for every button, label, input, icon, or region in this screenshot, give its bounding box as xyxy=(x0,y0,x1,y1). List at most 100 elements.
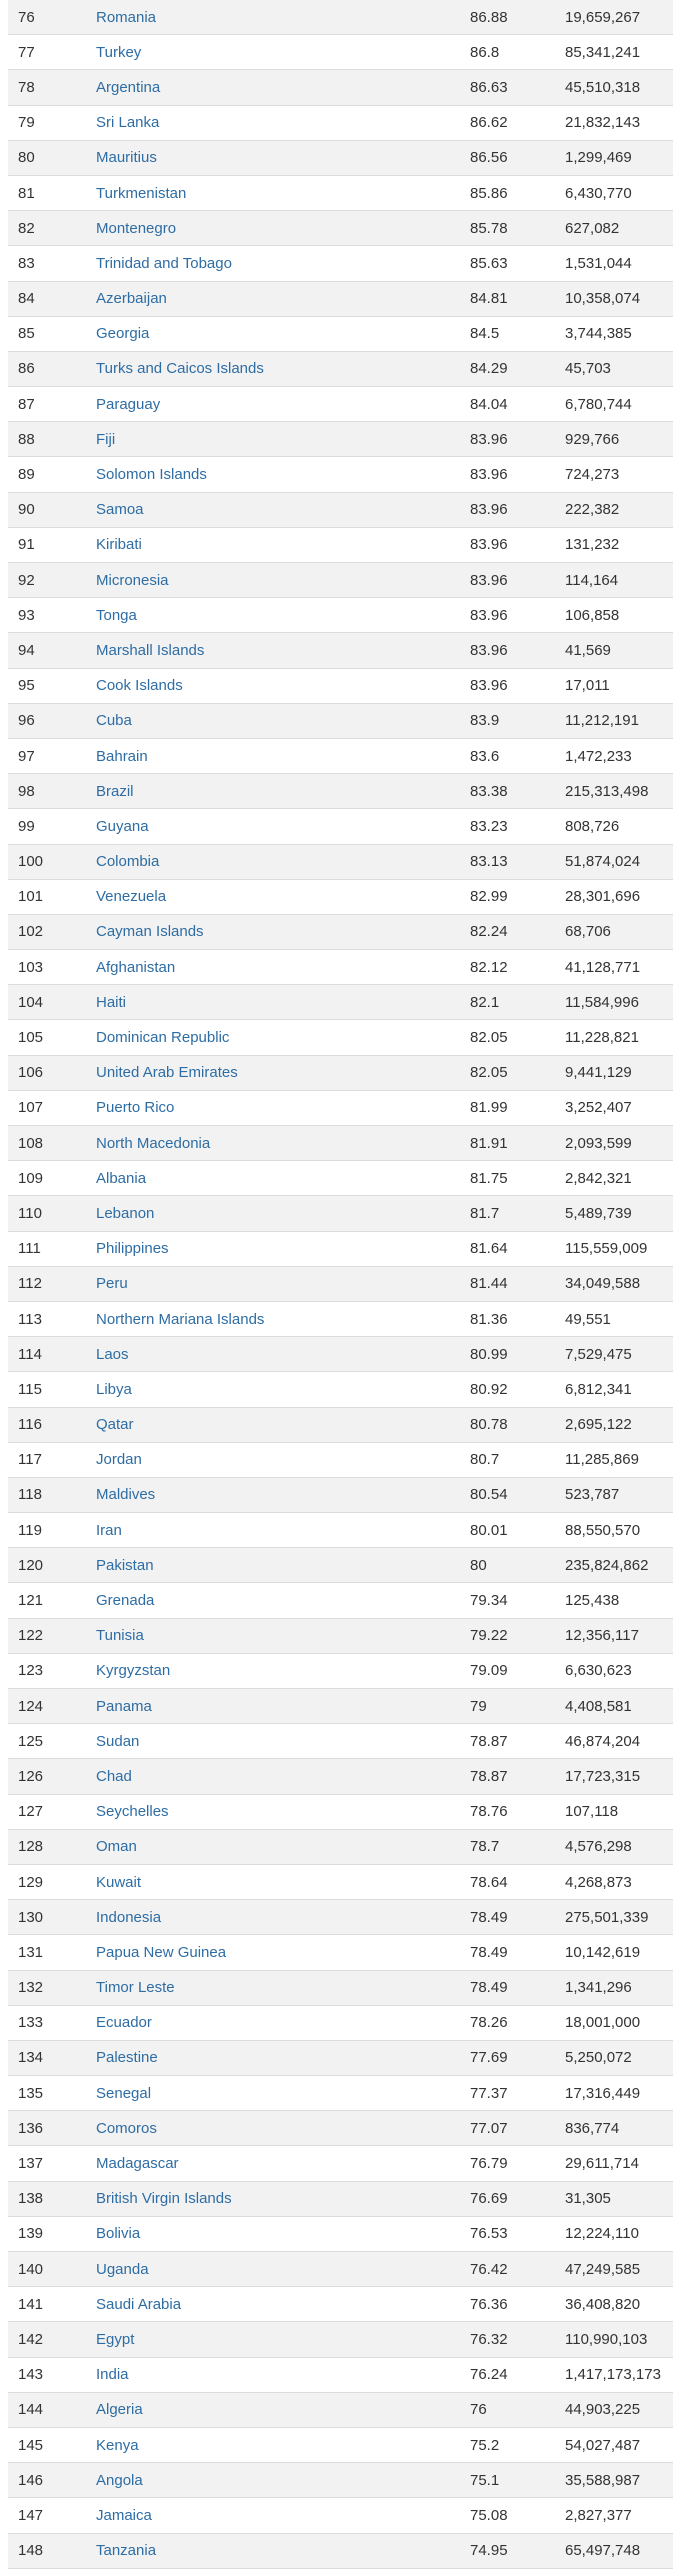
country-link[interactable]: North Macedonia xyxy=(96,1134,211,1152)
population-cell: 107,118 xyxy=(565,1803,619,1821)
population-cell: 17,011 xyxy=(565,677,610,695)
country-link[interactable]: Panama xyxy=(96,1697,152,1715)
country-link[interactable]: Solomon Islands xyxy=(96,466,207,484)
country-link[interactable]: Cuba xyxy=(96,712,132,730)
country-link[interactable]: Saudi Arabia xyxy=(96,2295,182,2313)
country-link[interactable]: Palestine xyxy=(96,2049,158,2067)
country-link[interactable]: Ecuador xyxy=(96,2014,152,2032)
country-link[interactable]: Jordan xyxy=(96,1451,142,1469)
rank-cell: 103 xyxy=(18,958,44,976)
country-link[interactable]: Guyana xyxy=(96,817,149,835)
country-link[interactable]: Indonesia xyxy=(96,1908,162,1926)
country-link[interactable]: Senegal xyxy=(96,2084,152,2102)
country-link[interactable]: Algeria xyxy=(96,2401,143,2419)
population-cell: 11,212,191 xyxy=(565,712,639,730)
country-link[interactable]: Mauritius xyxy=(96,149,157,167)
population-cell: 11,285,869 xyxy=(565,1451,639,1469)
country-link[interactable]: Samoa xyxy=(96,501,144,519)
score-cell: 81.7 xyxy=(470,1204,500,1222)
country-link[interactable]: Jamaica xyxy=(96,2506,152,2524)
country-link[interactable]: Oman xyxy=(96,1838,137,1856)
country-link[interactable]: Grenada xyxy=(96,1592,155,1610)
country-link[interactable]: Turkmenistan xyxy=(96,184,187,202)
country-link[interactable]: United Arab Emirates xyxy=(96,1064,238,1082)
country-link[interactable]: Laos xyxy=(96,1345,129,1363)
country-link[interactable]: Haiti xyxy=(96,993,127,1011)
rank-cell: 118 xyxy=(18,1486,42,1504)
country-link[interactable]: Pakistan xyxy=(96,1556,154,1574)
country-link[interactable]: Iran xyxy=(96,1521,122,1539)
country-link[interactable]: Comoros xyxy=(96,2119,157,2137)
score-cell: 81.75 xyxy=(470,1169,508,1187)
score-cell: 85.78 xyxy=(470,219,508,237)
country-link[interactable]: British Virgin Islands xyxy=(96,2190,232,2208)
country-link[interactable]: Bolivia xyxy=(96,2225,141,2243)
rank-cell: 90 xyxy=(18,501,35,519)
country-link[interactable]: Sudan xyxy=(96,1732,140,1750)
country-link[interactable]: Philippines xyxy=(96,1240,169,1258)
country-link[interactable]: Turks and Caicos Islands xyxy=(96,360,264,378)
country-link[interactable]: Fiji xyxy=(96,430,116,448)
rank-cell: 106 xyxy=(18,1064,44,1082)
country-link[interactable]: Northern Mariana Islands xyxy=(96,1310,265,1328)
country-link[interactable]: Paraguay xyxy=(96,395,161,413)
country-link[interactable]: Tunisia xyxy=(96,1627,144,1645)
country-link[interactable]: Angola xyxy=(96,2471,143,2489)
score-cell: 82.24 xyxy=(470,923,508,941)
country-link[interactable]: Puerto Rico xyxy=(96,1099,175,1117)
country-link[interactable]: Colombia xyxy=(96,853,160,871)
table-row: 131 Papua New Guinea 78.49 10,142,619 xyxy=(8,1935,673,1971)
country-link[interactable]: Tanzania xyxy=(96,2542,157,2560)
country-link[interactable]: Albania xyxy=(96,1169,147,1187)
country-link[interactable]: India xyxy=(96,2366,129,2384)
population-cell: 115,559,009 xyxy=(565,1240,648,1258)
country-link[interactable]: Turkey xyxy=(96,43,142,61)
score-cell: 83.38 xyxy=(470,782,508,800)
table-row: 122 Tunisia 79.22 12,356,117 xyxy=(8,1618,673,1654)
country-link[interactable]: Egypt xyxy=(96,2330,135,2348)
country-link[interactable]: Argentina xyxy=(96,78,161,96)
country-link[interactable]: Kyrgyzstan xyxy=(96,1662,171,1680)
country-link[interactable]: Maldives xyxy=(96,1486,156,1504)
country-link[interactable]: Timor Leste xyxy=(96,1979,175,1997)
country-link[interactable]: Azerbaijan xyxy=(96,290,167,308)
rank-cell: 112 xyxy=(18,1275,42,1293)
country-link[interactable]: Peru xyxy=(96,1275,128,1293)
country-link[interactable]: Venezuela xyxy=(96,888,167,906)
country-link[interactable]: Qatar xyxy=(96,1416,134,1434)
country-link[interactable]: Brazil xyxy=(96,782,134,800)
population-cell: 17,723,315 xyxy=(565,1767,641,1785)
country-link[interactable]: Uganda xyxy=(96,2260,149,2278)
country-link[interactable]: Seychelles xyxy=(96,1803,169,1821)
country-link[interactable]: Cayman Islands xyxy=(96,923,204,941)
country-link[interactable]: Cook Islands xyxy=(96,677,183,695)
rank-cell: 97 xyxy=(18,747,35,765)
country-link[interactable]: Sri Lanka xyxy=(96,114,160,132)
score-cell: 82.99 xyxy=(470,888,508,906)
table-row: 97 Bahrain 83.6 1,472,233 xyxy=(8,738,673,775)
country-link[interactable]: Micronesia xyxy=(96,571,169,589)
score-cell: 83.96 xyxy=(470,501,508,519)
country-link[interactable]: Marshall Islands xyxy=(96,641,205,659)
population-cell: 29,611,714 xyxy=(565,2155,639,2173)
country-link[interactable]: Lebanon xyxy=(96,1204,155,1222)
country-link[interactable]: Libya xyxy=(96,1380,132,1398)
country-link[interactable]: Trinidad and Tobago xyxy=(96,254,232,272)
country-link[interactable]: Bahrain xyxy=(96,747,148,765)
population-cell: 12,356,117 xyxy=(565,1627,639,1645)
country-link[interactable]: Georgia xyxy=(96,325,150,343)
country-link[interactable]: Afghanistan xyxy=(96,958,176,976)
country-link[interactable]: Romania xyxy=(96,8,157,26)
country-link[interactable]: Dominican Republic xyxy=(96,1029,230,1047)
country-link[interactable]: Chad xyxy=(96,1767,132,1785)
table-row: 148 Tanzania 74.95 65,497,748 xyxy=(8,2533,673,2569)
country-link[interactable]: Papua New Guinea xyxy=(96,1943,227,1961)
country-link[interactable]: Madagascar xyxy=(96,2155,179,2173)
score-cell: 83.9 xyxy=(470,712,500,730)
country-link[interactable]: Kuwait xyxy=(96,1873,142,1891)
country-link[interactable]: Kenya xyxy=(96,2436,139,2454)
country-link[interactable]: Montenegro xyxy=(96,219,177,237)
table-row: 118 Maldives 80.54 523,787 xyxy=(8,1477,673,1514)
country-link[interactable]: Tonga xyxy=(96,606,137,624)
country-link[interactable]: Kiribati xyxy=(96,536,142,554)
